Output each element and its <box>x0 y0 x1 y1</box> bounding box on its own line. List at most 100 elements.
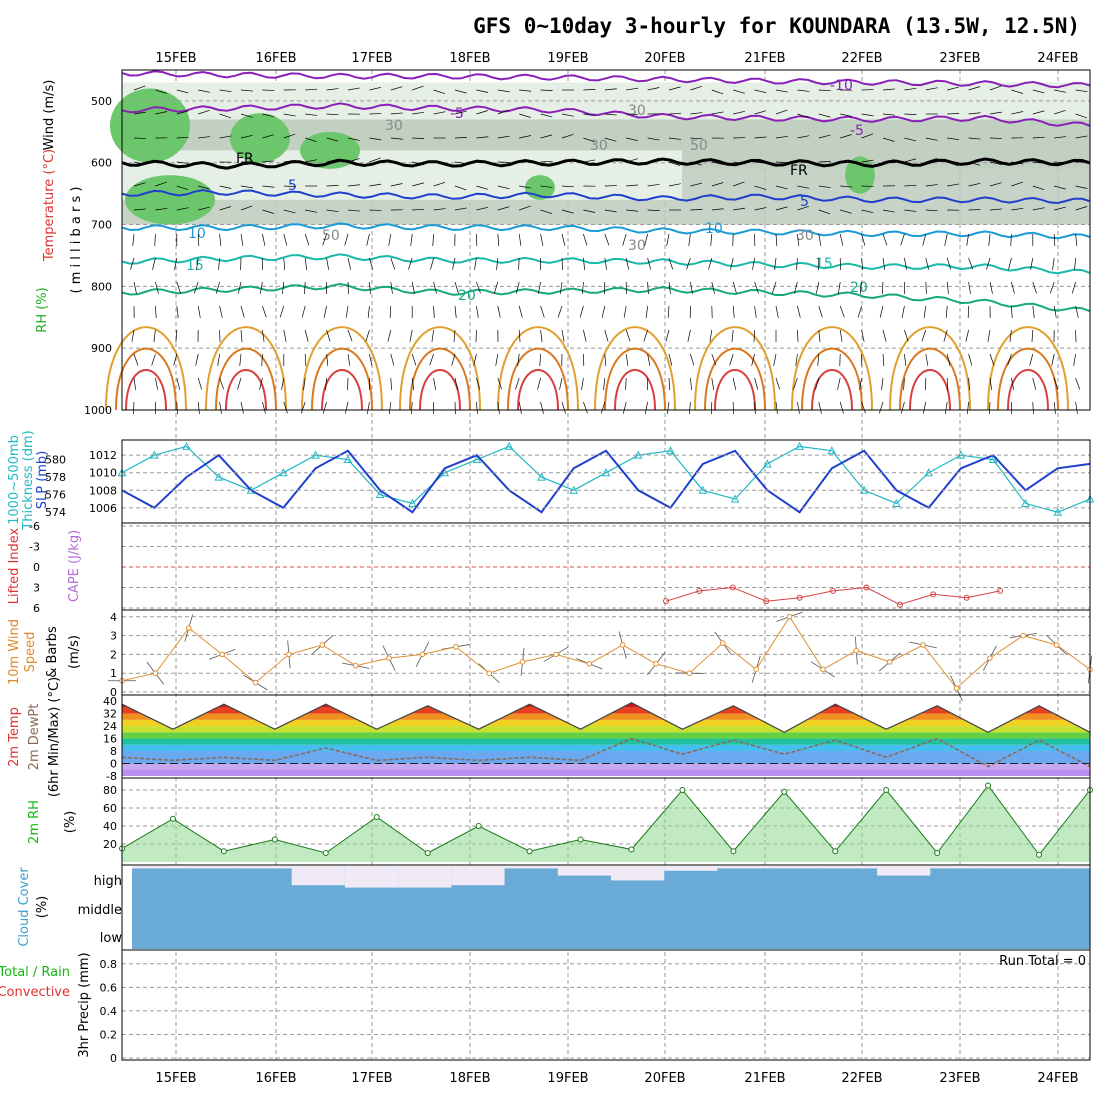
wind-tick-label: 2 <box>110 648 117 661</box>
contour-label: 30 <box>628 238 646 254</box>
date-label-bottom: 23FEB <box>939 1071 980 1086</box>
slp-tick-label: 1012 <box>89 449 117 462</box>
precip-tick-label: 0 <box>110 1052 117 1065</box>
rh-marker <box>629 847 634 852</box>
date-label-bottom: 16FEB <box>255 1071 296 1086</box>
axis-label-precip: Convective <box>0 985 70 1000</box>
date-label-top: 15FEB <box>155 51 196 66</box>
wind-speed-marker <box>186 626 191 631</box>
wind-speed-marker <box>420 652 425 657</box>
rh-tick-label: 40 <box>103 820 117 833</box>
cloud-gap-high <box>611 866 664 880</box>
temp-band <box>122 751 1090 763</box>
wind-speed-marker <box>587 661 592 666</box>
cloud-gap-high <box>824 866 877 868</box>
cape-tick-label: 0 <box>33 561 40 574</box>
precip-tick-label: 0.2 <box>100 1028 118 1041</box>
cloud-gap-high <box>238 866 291 868</box>
slp-tick-label: 1006 <box>89 502 117 515</box>
wind-speed-marker <box>453 645 458 650</box>
cloud-gap-high <box>984 866 1037 868</box>
rh-marker <box>731 849 736 854</box>
wind-speed-marker <box>320 643 325 648</box>
contour-label: 30 <box>628 103 646 119</box>
cloud-gap-high <box>451 866 504 885</box>
wind-speed-marker <box>854 648 859 653</box>
axis-label-wind10m: 10m Wind <box>7 619 22 685</box>
rh-marker <box>782 789 787 794</box>
cloud-gap-high <box>398 866 451 888</box>
rh-marker <box>986 783 991 788</box>
date-label-top: 24FEB <box>1037 51 1078 66</box>
temp-band <box>122 739 1090 745</box>
rh-marker <box>476 824 481 829</box>
rh-marker <box>527 849 532 854</box>
temp-tick-label: 24 <box>103 720 117 733</box>
contour-label: -5 <box>450 106 464 122</box>
axis-label-upper_air: RH (%) <box>35 287 50 332</box>
axis-label-upper_air: ( m i l l i b a r s ) <box>69 187 84 294</box>
rh-marker <box>1037 852 1042 857</box>
date-label-bottom: 19FEB <box>547 1071 588 1086</box>
rh-marker <box>578 837 583 842</box>
axis-label-precip: 3hr Precip (mm) <box>77 952 92 1057</box>
wind-speed-marker <box>687 671 692 676</box>
rh-marker <box>935 851 940 856</box>
date-label-bottom: 21FEB <box>744 1071 785 1086</box>
rh-marker <box>833 849 838 854</box>
contour-label: 20 <box>850 280 868 296</box>
precip-tick-label: 0.4 <box>100 1005 118 1018</box>
temp-band <box>122 732 1090 738</box>
axis-label-temp2m: (6hr Min/Max) (°C) <box>47 677 62 797</box>
temp-tick-label: -8 <box>106 770 117 783</box>
contour-label: FR <box>236 151 254 167</box>
rh-marker <box>272 837 277 842</box>
cloud-level-label: middle <box>78 903 122 918</box>
axis-label-slp: SLP (mb) <box>35 451 50 510</box>
contour-label: -10 <box>830 78 853 94</box>
contour-label: 50 <box>322 228 340 244</box>
precip-tick-label: 0.8 <box>100 958 118 971</box>
wind-speed-marker <box>988 656 993 661</box>
cloud-level-label: low <box>100 931 123 946</box>
axis-label-wind10m: (m/s) <box>67 635 82 669</box>
rh-tick-label: 60 <box>103 802 117 815</box>
cloud-gap-high <box>345 866 398 888</box>
cloud-gap-high <box>132 866 185 868</box>
date-label-top: 19FEB <box>547 51 588 66</box>
wind-speed-marker <box>620 643 625 648</box>
rh-tick-label: 80 <box>103 784 117 797</box>
cape-tick-label: 6 <box>33 602 40 615</box>
pressure-tick-label: 1000 <box>84 404 112 417</box>
contour-label: 10 <box>705 221 723 237</box>
wind-speed-marker <box>954 686 959 691</box>
contour-label: 10 <box>188 226 206 242</box>
date-label-top: 20FEB <box>644 51 685 66</box>
cloud-gap-high <box>771 866 824 868</box>
wind-speed-marker <box>554 652 559 657</box>
run-total-label: Run Total = 0 <box>999 954 1086 969</box>
axis-label-cape: Lifted Index <box>7 527 22 604</box>
cloud-gap-high <box>292 866 345 885</box>
contour-label: 15 <box>815 256 833 272</box>
chart-title: GFS 0~10day 3-hourly for KOUNDARA (13.5W… <box>473 14 1080 38</box>
cloud-gap-high <box>558 866 611 876</box>
wind-speed-marker <box>821 667 826 672</box>
rh-marker <box>425 851 430 856</box>
date-label-top: 16FEB <box>255 51 296 66</box>
axis-label-cape: CAPE (J/kg) <box>67 530 82 602</box>
wind-tick-label: 1 <box>110 667 117 680</box>
wind-tick-label: 4 <box>110 611 117 624</box>
wind-speed-marker <box>721 641 726 646</box>
date-label-top: 23FEB <box>939 51 980 66</box>
cloud-gap-high <box>717 866 770 868</box>
date-label-top: 18FEB <box>449 51 490 66</box>
contour-label: FR <box>790 163 808 179</box>
axis-label-rh2m: (%) <box>63 811 78 834</box>
contour-label: 30 <box>590 138 608 154</box>
axis-label-slp: 1000~500mb <box>7 435 22 525</box>
wind-speed-marker <box>887 660 892 665</box>
axis-label-cloud: Cloud Cover <box>17 867 32 947</box>
wind-speed-marker <box>253 680 258 685</box>
